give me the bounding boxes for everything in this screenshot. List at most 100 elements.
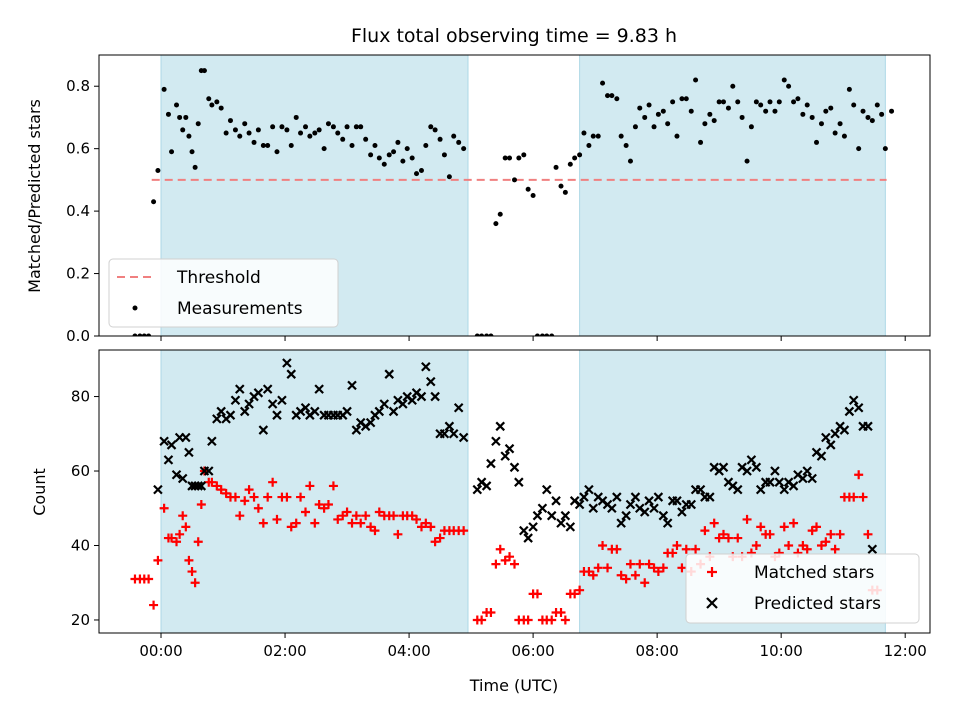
bottom-plus-point <box>784 540 794 550</box>
bottom-plus-point <box>644 559 654 569</box>
top-dot-point <box>846 86 852 92</box>
bottom-plus-point <box>216 485 226 495</box>
bottom-plus-point <box>459 526 469 536</box>
top-dot-point <box>758 102 764 108</box>
bottom-plus-point <box>184 555 194 565</box>
bottom-x-point <box>500 451 510 461</box>
bottom-x-point <box>532 510 543 521</box>
bottom-plus-point <box>149 600 159 610</box>
bottom-x-point <box>153 484 163 495</box>
bottom-x-point <box>742 466 752 476</box>
top-dot-point <box>474 333 480 336</box>
bottom-plus-point <box>835 529 845 539</box>
bottom-x-point <box>184 447 194 458</box>
bottom-x-point <box>848 395 859 406</box>
top-dot-point <box>391 149 397 155</box>
top-dot-point <box>409 155 415 161</box>
top-dot-point <box>404 146 410 152</box>
top-dot-point <box>730 83 736 89</box>
bottom-x-point <box>193 481 204 491</box>
bottom-plus-point <box>616 570 626 580</box>
top-dot-point <box>837 121 843 127</box>
top-dot-point <box>767 99 773 105</box>
bottom-plus-point <box>779 522 789 532</box>
top-dot-point <box>562 189 568 195</box>
top-dot-point <box>688 108 694 114</box>
bottom-x-point <box>486 458 496 469</box>
bottom-x-point <box>519 525 529 536</box>
bottom-x-point <box>430 391 440 402</box>
top-dot-point <box>451 133 457 139</box>
bottom-plus-point <box>575 585 585 595</box>
x-tick-label: 00:00 <box>139 642 182 660</box>
legend-matched-swatch <box>707 567 717 577</box>
x-tick-label: 12:00 <box>884 642 927 660</box>
bottom-plus-point <box>640 578 650 588</box>
top-dot-point <box>270 124 276 130</box>
bottom-x-point <box>695 484 706 495</box>
top-dot-point <box>507 155 513 161</box>
top-dot-point <box>711 118 717 124</box>
bottom-x-point <box>537 503 548 514</box>
bottom-plus-point <box>196 500 206 510</box>
x-axis-label: Time (UTC) <box>469 676 558 695</box>
top-dot-point <box>132 333 138 336</box>
bottom-x-point <box>504 443 515 454</box>
top-dot-point <box>889 108 895 114</box>
bottom-x-point <box>407 395 417 406</box>
top-dot-point <box>660 108 666 114</box>
bottom-x-point <box>649 503 659 514</box>
top-dot-point <box>251 139 257 145</box>
bottom-plus-point <box>802 544 812 554</box>
bottom-x-point <box>770 466 780 476</box>
bottom-x-point <box>347 380 357 391</box>
bottom-x-point <box>426 376 436 387</box>
top-dot-point <box>321 146 327 152</box>
top-dot-point <box>151 199 157 205</box>
top-dot-point <box>772 108 778 114</box>
top-dot-point <box>497 211 503 217</box>
top-y-tick-label: 0.4 <box>66 202 90 220</box>
top-dot-point <box>832 130 838 136</box>
bottom-plus-point <box>235 511 245 521</box>
top-dot-point <box>340 136 346 142</box>
top-dot-point <box>665 121 671 127</box>
bottom-x-point <box>523 533 533 543</box>
top-dot-point <box>716 99 722 105</box>
bottom-x-point <box>755 484 766 495</box>
bottom-x-point <box>579 492 589 502</box>
bottom-x-axis: 00:00 02:00 04:00 06:00 08:00 10:00 12:00 <box>139 633 927 660</box>
bottom-x-point <box>444 421 455 432</box>
top-dot-point <box>437 136 443 142</box>
bottom-plus-point <box>393 529 403 539</box>
bottom-plus-point <box>240 496 250 506</box>
top-dot-point <box>395 139 401 145</box>
bottom-x-point <box>351 425 362 435</box>
bottom-x-point <box>867 544 878 554</box>
bottom-x-point <box>551 496 561 506</box>
top-dot-point <box>137 333 143 336</box>
bottom-x-point <box>560 510 571 521</box>
top-dot-point <box>572 155 578 161</box>
legend-label: Threshold <box>176 268 261 288</box>
top-dot-point <box>632 124 638 130</box>
top-dot-point <box>325 121 331 127</box>
top-dot-point <box>368 152 374 158</box>
top-dot-point <box>174 102 180 108</box>
bottom-plus-point <box>598 540 608 550</box>
bottom-plus-point <box>830 544 840 554</box>
bottom-plus-point <box>421 518 431 528</box>
bottom-plus-point <box>190 578 200 588</box>
top-dot-point <box>414 171 420 177</box>
bottom-x-point <box>212 414 222 424</box>
bottom-x-point <box>658 510 669 521</box>
panel-count: 20 40 60 80 00:00 02:00 04:00 06:00 08:00 10:00 1… <box>30 349 931 695</box>
bottom-x-point <box>751 462 762 473</box>
bottom-shade-interval-0 <box>160 349 469 634</box>
top-dot-point <box>521 152 527 158</box>
bottom-plus-point <box>253 503 263 513</box>
bottom-x-point <box>196 481 207 491</box>
bottom-legend: Matched stars Predicted stars <box>685 553 920 624</box>
bottom-plus-point <box>486 608 496 618</box>
